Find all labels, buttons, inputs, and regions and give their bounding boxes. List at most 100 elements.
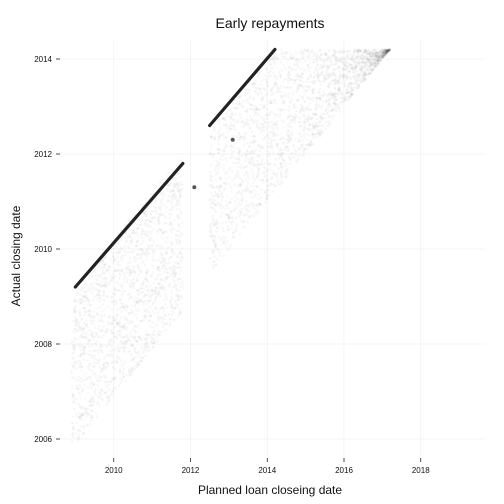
scatter-point [309, 67, 312, 70]
scatter-point [212, 264, 215, 267]
scatter-point [253, 120, 256, 123]
scatter-point [266, 123, 269, 126]
scatter-point [243, 206, 246, 209]
scatter-point [129, 335, 132, 338]
scatter-point [130, 304, 133, 307]
scatter-point [90, 378, 93, 381]
scatter-point [223, 117, 226, 120]
scatter-point [175, 233, 178, 236]
scatter-point [230, 244, 233, 247]
scatter-point [332, 49, 335, 52]
scatter-point [312, 125, 315, 128]
scatter-point [105, 328, 108, 331]
scatter-point [118, 319, 121, 322]
scatter-point [273, 113, 276, 116]
scatter-point [97, 349, 100, 352]
x-tick-label: 2018 [412, 466, 430, 475]
scatter-point [177, 315, 180, 318]
scatter-point [134, 348, 137, 351]
scatter-point [146, 251, 149, 254]
scatter-point [315, 97, 318, 100]
scatter-point [232, 146, 235, 149]
scatter-point [221, 212, 224, 215]
scatter-point [139, 257, 142, 260]
scatter-point [163, 299, 166, 302]
scatter-point [170, 296, 173, 299]
scatter-point [364, 48, 367, 51]
scatter-point [256, 123, 259, 126]
scatter-point [171, 314, 174, 317]
scatter-point [92, 350, 95, 353]
scatter-point [226, 249, 229, 252]
scatter-point [153, 290, 156, 293]
scatter-point [261, 80, 264, 83]
scatter-point [90, 343, 93, 346]
scatter-point [238, 215, 241, 218]
scatter-point [125, 309, 128, 312]
scatter-point [293, 106, 296, 109]
scatter-point [120, 381, 123, 384]
scatter-point [321, 124, 324, 127]
scatter-point [171, 231, 174, 234]
scatter-point [240, 212, 243, 215]
scatter-point [244, 123, 247, 126]
scatter-point [138, 350, 141, 353]
scatter-point [229, 125, 232, 128]
scatter-point [209, 153, 212, 156]
scatter-point [126, 304, 129, 307]
scatter-point [277, 167, 280, 170]
scatter-point [166, 272, 169, 275]
scatter-point [74, 361, 77, 364]
scatter-point [240, 194, 243, 197]
scatter-point [212, 239, 215, 242]
scatter-point [215, 173, 218, 176]
scatter-point [104, 331, 107, 334]
scatter-point [367, 65, 370, 68]
scatter-point [296, 99, 299, 102]
scatter-point [247, 92, 250, 95]
scatter-point [346, 53, 349, 56]
scatter-point [179, 234, 182, 237]
scatter-point [101, 368, 104, 371]
scatter-point [254, 79, 257, 82]
scatter-point [166, 247, 169, 250]
scatter-point [210, 179, 213, 182]
scatter-point [152, 259, 155, 262]
scatter-point [246, 220, 249, 223]
scatter-point [319, 131, 322, 134]
scatter-point [89, 339, 92, 342]
scatter-point [179, 308, 182, 311]
scatter-point [153, 222, 156, 225]
scatter-point [162, 213, 165, 216]
scatter-point [169, 216, 172, 219]
scatter-point [125, 267, 128, 270]
scatter-point [157, 244, 160, 247]
scatter-point [218, 250, 221, 253]
scatter-point [175, 208, 178, 211]
scatter-point [74, 402, 77, 405]
chart-title: Early repayments [216, 15, 325, 31]
scatter-point [302, 151, 305, 154]
scatter-point [264, 162, 267, 165]
scatter-point [103, 266, 106, 269]
scatter-point [300, 136, 303, 139]
scatter-point [239, 205, 242, 208]
scatter-point [144, 254, 147, 257]
scatter-point [120, 364, 123, 367]
scatter-point [218, 137, 221, 140]
scatter-point [270, 162, 273, 165]
scatter-point [133, 336, 136, 339]
scatter-point [221, 199, 224, 202]
scatter-point [152, 345, 155, 348]
scatter-point [306, 86, 309, 89]
scatter-point [362, 78, 365, 81]
scatter-point [234, 128, 237, 131]
scatter-point [249, 115, 252, 118]
scatter-point [260, 116, 263, 119]
scatter-point [157, 319, 160, 322]
scatter-point [140, 346, 143, 349]
scatter-point [159, 286, 162, 289]
scatter-point [241, 155, 244, 158]
scatter-point [125, 373, 128, 376]
